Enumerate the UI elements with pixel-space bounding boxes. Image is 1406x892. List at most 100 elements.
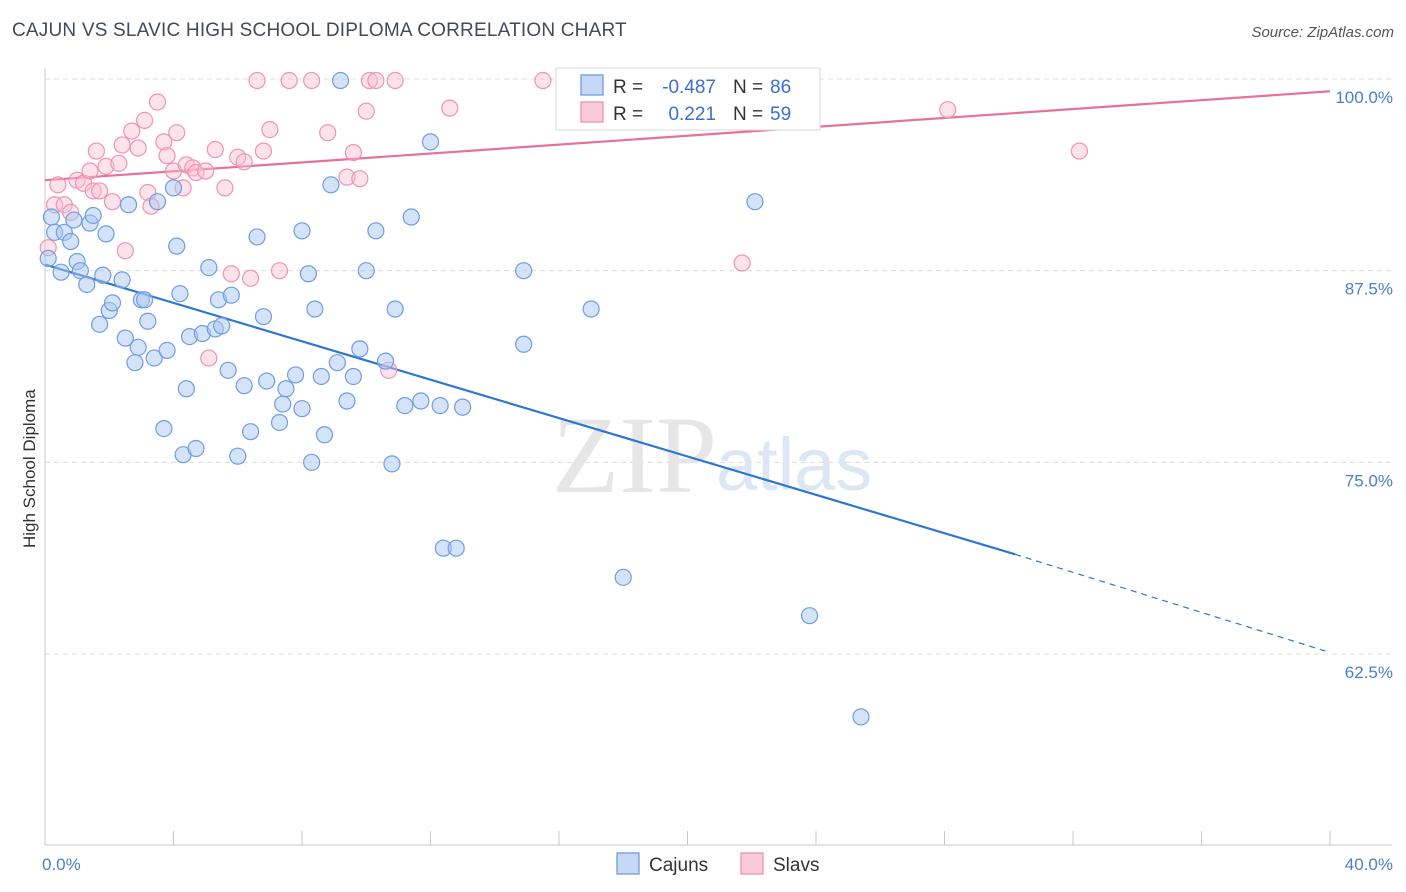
trend-lines: [44, 90, 1331, 654]
watermark-zip: ZIP: [552, 394, 717, 516]
point-cajuns-66: [357, 262, 375, 280]
point-slavs-7: [81, 162, 99, 180]
point-slavs-44: [319, 124, 337, 142]
point-slavs-31: [200, 349, 218, 367]
x-tick-label-end: 40.0%: [1345, 855, 1393, 874]
point-cajuns-44: [235, 377, 253, 395]
point-slavs-15: [116, 242, 134, 260]
point-cajuns-43: [229, 447, 247, 465]
point-cajuns-41: [219, 361, 237, 379]
legend-swatch-cajuns: [580, 74, 604, 96]
point-cajuns-85: [852, 708, 870, 726]
point-slavs-8: [84, 182, 102, 200]
point-cajuns-50: [274, 395, 292, 413]
legend-r-value-2: 0.221: [668, 104, 716, 125]
legend-n-label-2: N =: [733, 104, 763, 125]
point-cajuns-54: [293, 400, 311, 418]
point-slavs-21: [148, 93, 167, 111]
point-slavs-48: [357, 102, 375, 120]
y-tick-label-3: 100.0%: [1335, 88, 1393, 107]
point-slavs-12: [103, 193, 122, 211]
point-cajuns-68: [376, 352, 395, 370]
point-cajuns-53: [293, 222, 311, 240]
point-cajuns-28: [158, 341, 176, 359]
y-tick-label-2: 87.5%: [1345, 280, 1393, 299]
point-slavs-36: [235, 153, 253, 171]
axes: [44, 68, 1392, 846]
watermark-atlas: atlas: [716, 423, 872, 506]
point-cajuns-60: [322, 176, 340, 194]
point-cajuns-71: [396, 397, 414, 415]
point-slavs-16: [123, 122, 141, 140]
point-slavs-53: [441, 99, 459, 117]
point-cajuns-64: [344, 367, 362, 386]
point-slavs-11: [97, 157, 115, 175]
point-cajuns-9: [78, 275, 96, 294]
point-slavs-30: [197, 162, 215, 180]
point-slavs-32: [206, 140, 224, 159]
legend-r-value-1: -0.487: [662, 77, 716, 98]
legend-n-label-1: N =: [733, 77, 763, 98]
point-cajuns-70: [386, 300, 404, 318]
point-cajuns-61: [328, 354, 346, 372]
bottom-legend-swatch-cajuns: [616, 852, 640, 875]
y-tick-label-0: 62.5%: [1345, 663, 1393, 682]
point-cajuns-25: [145, 349, 163, 367]
legend-r-label-1: R =: [613, 77, 643, 98]
legend-n-value-1: 86: [770, 77, 791, 98]
point-cajuns-45: [242, 423, 260, 441]
point-cajuns-74: [421, 133, 440, 151]
point-cajuns-27: [155, 420, 173, 438]
point-slavs-39: [254, 142, 273, 160]
point-cajuns-29: [164, 179, 183, 197]
point-cajuns-79: [515, 262, 533, 280]
point-cajuns-33: [177, 380, 195, 398]
point-cajuns-56: [303, 453, 321, 471]
point-cajuns-8: [71, 262, 89, 280]
point-cajuns-65: [351, 340, 369, 358]
point-cajuns-83: [746, 193, 764, 211]
point-cajuns-30: [168, 237, 186, 255]
point-slavs-37: [242, 269, 260, 287]
bottom-legend-swatch-slavs: [740, 852, 764, 875]
point-cajuns-69: [383, 455, 401, 473]
point-cajuns-59: [315, 426, 334, 444]
point-slavs-9: [87, 142, 106, 160]
point-slavs-40: [261, 121, 279, 139]
point-slavs-41: [270, 262, 289, 280]
point-slavs-56: [939, 101, 957, 119]
point-cajuns-73: [412, 392, 430, 410]
point-cajuns-57: [306, 300, 324, 318]
point-cajuns-46: [248, 228, 266, 246]
point-cajuns-77: [447, 539, 465, 557]
point-cajuns-42: [222, 286, 240, 304]
point-slavs-54: [534, 71, 552, 90]
point-slavs-55: [733, 254, 751, 272]
legend-r-label-2: R =: [613, 104, 643, 125]
point-cajuns-63: [338, 392, 356, 410]
y-tick-labels: 62.5% 75.0% 87.5% 100.0%: [1335, 88, 1393, 682]
point-cajuns-48: [258, 372, 276, 390]
point-cajuns-26: [148, 193, 167, 211]
point-slavs-28: [184, 159, 202, 177]
trend-line-slavs: [44, 90, 1331, 182]
x-tick-labels: 0.0% 40.0%: [42, 855, 1393, 874]
point-slavs-14: [113, 136, 131, 154]
point-cajuns-62: [331, 71, 350, 90]
point-cajuns-47: [254, 308, 273, 326]
point-slavs-57: [1070, 142, 1089, 160]
point-cajuns-16: [103, 294, 122, 312]
point-slavs-2: [49, 176, 67, 194]
bottom-legend: Cajuns Slavs: [616, 852, 819, 876]
y-tick-label-1: 75.0%: [1345, 471, 1393, 490]
point-slavs-43: [303, 71, 321, 90]
point-slavs-10: [91, 182, 109, 200]
chart-title: CAJUN VS SLAVIC HIGH SCHOOL DIPLOMA CORR…: [12, 20, 627, 41]
point-cajuns-49: [270, 413, 289, 432]
point-cajuns-40: [213, 317, 231, 335]
point-cajuns-81: [582, 300, 600, 318]
point-slavs-13: [110, 154, 128, 172]
point-slavs-18: [135, 111, 154, 130]
data-points: [39, 71, 1089, 726]
